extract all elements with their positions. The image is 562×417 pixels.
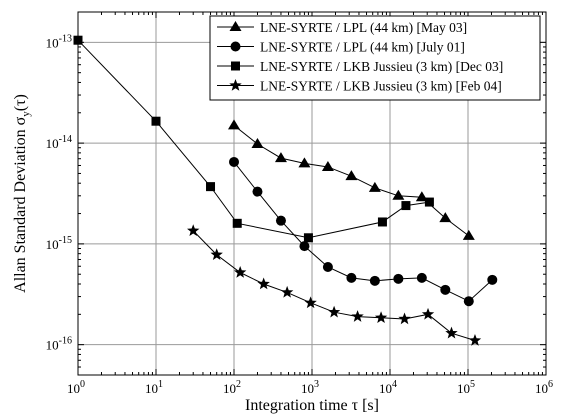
- triangle-marker: [415, 191, 428, 202]
- y-tick-label: 10-13: [46, 33, 72, 50]
- circle-marker: [416, 272, 427, 283]
- x-tick-label: 102: [223, 379, 241, 396]
- x-tick-label: 104: [379, 379, 397, 396]
- legend-entry: LNE-SYRTE / LKB Jussieu (3 km) [Dec 03]: [217, 59, 503, 74]
- y-tick-label: 10-16: [46, 336, 72, 353]
- square-marker: [303, 233, 313, 243]
- triangle-marker: [228, 119, 240, 130]
- y-tick-label: 10-14: [46, 134, 72, 151]
- circle-marker: [346, 272, 357, 283]
- star-marker: [421, 307, 435, 320]
- axis-ticks: [77, 12, 547, 375]
- series-triangle: [228, 119, 475, 240]
- series-line: [192, 230, 476, 341]
- legend-label: LNE-SYRTE / LPL (44 km) [May 03]: [260, 20, 467, 35]
- square-marker: [424, 197, 434, 207]
- triangle-marker: [251, 137, 264, 148]
- legend-entry: LNE-SYRTE / LPL (44 km) [July 01]: [217, 40, 465, 55]
- star-marker: [468, 333, 482, 346]
- triangle-marker: [321, 160, 334, 171]
- series-line: [233, 161, 493, 302]
- x-axis-label: Integration time τ [s]: [245, 397, 379, 414]
- x-tick-labels: 100 101 102 103 104 105 106: [67, 379, 553, 396]
- star-marker: [280, 285, 294, 298]
- x-tick-label: 101: [145, 379, 163, 396]
- x-tick-label: 105: [457, 379, 475, 396]
- star-marker: [187, 224, 200, 237]
- series-circle: [229, 156, 498, 307]
- triangle-marker: [298, 157, 311, 168]
- triangle-marker: [274, 152, 287, 163]
- y-tick-label: 10-15: [46, 235, 72, 252]
- triangle-marker: [368, 181, 381, 192]
- x-tick-label: 100: [67, 379, 85, 396]
- circle-marker: [229, 156, 239, 167]
- circle-marker: [463, 296, 474, 307]
- legend-label: LNE-SYRTE / LKB Jussieu (3 km) [Feb 04]: [260, 79, 502, 94]
- triangle-marker: [462, 229, 475, 240]
- y-axis-label: Allan Standard Deviation σy(τ): [12, 94, 32, 293]
- circle-marker: [252, 186, 263, 197]
- circle-marker: [487, 274, 498, 285]
- square-marker: [151, 116, 161, 126]
- y-tick-labels: 10-16 10-15 10-14 10-13: [46, 33, 72, 352]
- triangle-marker: [345, 170, 358, 181]
- legend-entry: LNE-SYRTE / LPL (44 km) [May 03]: [217, 20, 467, 35]
- star-marker: [257, 277, 270, 290]
- series-line: [233, 124, 470, 237]
- triangle-marker: [392, 189, 405, 200]
- data-series: [73, 35, 498, 346]
- series-star: [187, 224, 482, 346]
- star-marker: [210, 248, 223, 261]
- circle-marker: [230, 41, 241, 52]
- circle-marker: [322, 261, 333, 272]
- star-marker: [304, 296, 317, 309]
- legend: LNE-SYRTE / LPL (44 km) [May 03] LNE-SYRT…: [209, 15, 541, 101]
- x-tick-label: 106: [535, 379, 553, 396]
- legend-box: [209, 15, 541, 101]
- legend-entry: LNE-SYRTE / LKB Jussieu (3 km) [Feb 04]: [217, 79, 502, 94]
- circle-marker: [393, 273, 404, 284]
- square-marker: [231, 61, 240, 71]
- circle-marker: [369, 275, 380, 286]
- square-marker: [206, 182, 216, 192]
- x-tick-label: 103: [301, 379, 319, 396]
- star-marker: [233, 266, 247, 278]
- star-marker: [374, 311, 388, 323]
- triangle-marker: [439, 212, 452, 223]
- circle-marker: [299, 241, 310, 252]
- star-marker: [351, 310, 364, 322]
- star-marker: [445, 326, 458, 339]
- star-marker: [327, 305, 341, 318]
- star-marker: [398, 312, 411, 325]
- legend-label: LNE-SYRTE / LKB Jussieu (3 km) [Dec 03]: [260, 59, 503, 74]
- square-marker: [232, 218, 242, 228]
- square-marker: [377, 217, 387, 227]
- square-marker: [401, 201, 411, 211]
- circle-marker: [440, 284, 451, 295]
- star-marker: [229, 79, 242, 91]
- triangle-marker: [229, 21, 242, 31]
- legend-label: LNE-SYRTE / LPL (44 km) [July 01]: [260, 40, 465, 55]
- circle-marker: [275, 215, 286, 226]
